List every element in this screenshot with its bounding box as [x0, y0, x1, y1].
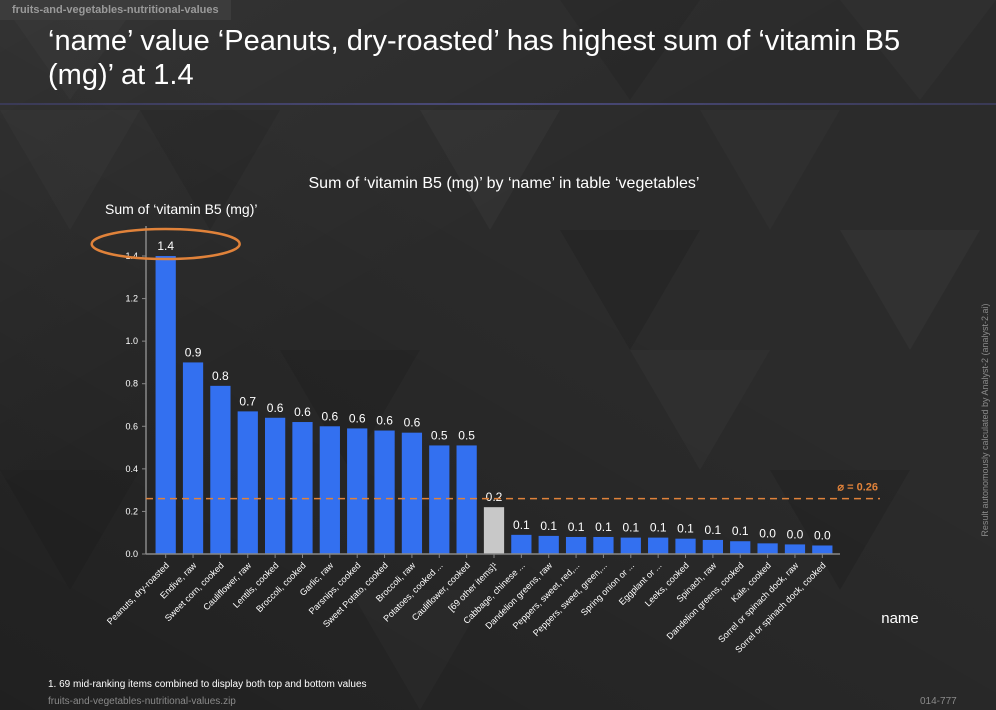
average-label: ⌀ = 0.26: [837, 482, 878, 494]
value-label: 0.1: [705, 523, 722, 537]
value-label: 0.1: [568, 520, 585, 534]
bar: [483, 507, 505, 554]
value-label: 0.1: [540, 519, 557, 533]
value-label: 0.6: [321, 409, 338, 423]
y-axis-title: Sum of ‘vitamin B5 (mg)’: [105, 201, 257, 217]
value-label: 0.2: [486, 490, 503, 504]
value-label: 0.8: [212, 369, 229, 383]
value-label: 0.6: [294, 405, 311, 419]
bar: [319, 426, 340, 554]
bar: [292, 422, 313, 554]
y-tick-label: 1.0: [125, 336, 138, 346]
attribution-note: Result autonomously calculated by Analys…: [980, 303, 990, 537]
value-label: 0.0: [759, 526, 776, 540]
y-tick-label: 0.4: [125, 464, 138, 474]
value-label: 0.6: [267, 401, 284, 415]
bar: [565, 536, 587, 554]
dataset-tab[interactable]: fruits-and-vegetables-nutritional-values: [0, 0, 231, 20]
y-axis: 0.0 0.2 0.4 0.6 0.8 1.0 1.2 1.4: [125, 251, 146, 559]
x-tick-label: Cauliflower, raw: [201, 560, 253, 612]
bar: [264, 417, 286, 554]
value-label: 0.6: [349, 411, 366, 425]
value-labels: 1.4 0.9 0.8 0.7 0.6 0.6 0.6 0.6 0.6 0.6 0.5 0.5 0.2 0…: [157, 239, 831, 542]
x-tick-label: Broccoli, cooked: [254, 560, 308, 614]
bar: [456, 445, 477, 554]
value-label: 0.1: [732, 524, 749, 538]
bar: [511, 534, 532, 554]
x-tick-label: [69 other items]¹: [446, 560, 499, 613]
y-tick-label: 0.8: [125, 379, 138, 389]
x-axis-title: name: [881, 610, 919, 627]
value-label: 0.1: [650, 521, 667, 535]
bar: [812, 545, 833, 554]
bar: [648, 537, 669, 554]
bar: [401, 432, 423, 554]
bar: [730, 541, 751, 554]
footnote: 1. 69 mid-ranking items combined to disp…: [48, 679, 367, 690]
value-label: 0.1: [677, 522, 694, 536]
bar: [210, 385, 231, 554]
bar: [675, 538, 696, 554]
bar: [620, 537, 641, 554]
y-tick-label: 0.0: [125, 549, 138, 559]
bar: [374, 430, 395, 554]
bar: [538, 535, 559, 554]
value-label: 0.0: [814, 528, 831, 542]
value-label: 0.5: [431, 428, 448, 442]
source-file[interactable]: fruits-and-vegetables-nutritional-values…: [48, 696, 236, 707]
highlight-ellipse: [90, 227, 241, 261]
bars: [155, 256, 833, 554]
value-label: 0.1: [513, 518, 530, 532]
y-tick-label: 0.6: [125, 421, 138, 431]
bar: [182, 362, 204, 554]
bar: [757, 543, 778, 554]
value-label: 0.5: [458, 428, 475, 442]
y-tick-label: 0.2: [125, 506, 138, 516]
value-label: 0.1: [595, 520, 612, 534]
chart-code: 014-777: [920, 696, 957, 707]
header-divider: [0, 103, 996, 105]
page-headline: ‘name’ value ‘Peanuts, dry-roasted’ has …: [48, 25, 901, 91]
value-label: 0.6: [376, 414, 393, 428]
y-tick-label: 1.2: [125, 294, 138, 304]
bar: [347, 428, 368, 554]
value-label: 0.7: [239, 394, 256, 408]
bar: [702, 539, 724, 554]
bar: [784, 544, 806, 554]
value-label: 0.1: [622, 521, 639, 535]
value-label: 0.6: [404, 416, 421, 430]
bar: [237, 411, 258, 554]
y-tick-label: 1.4: [125, 251, 138, 261]
chart-title: Sum of ‘vitamin B5 (mg)’ by ‘name’ in ta…: [309, 175, 700, 192]
value-label: 0.0: [787, 527, 804, 541]
bar: [155, 256, 176, 554]
value-label: 0.9: [185, 345, 202, 359]
value-label: 1.4: [157, 239, 174, 253]
bar: [429, 445, 450, 554]
bar: [593, 536, 614, 554]
